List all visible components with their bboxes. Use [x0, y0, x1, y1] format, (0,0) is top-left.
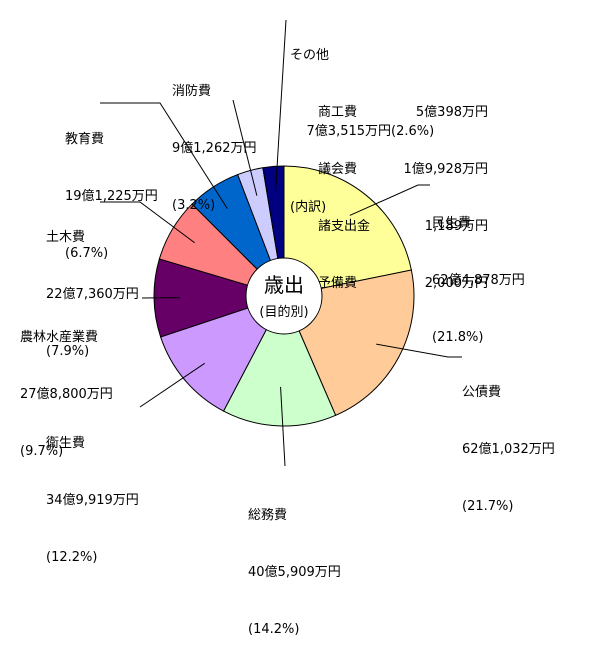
label-amount: 34億9,919万円	[46, 491, 139, 510]
label-name: その他	[290, 46, 434, 65]
label-pct: (3.2%)	[172, 196, 257, 215]
label-kosai: 公債費 62億1,032万円 (21.7%)	[462, 345, 555, 535]
label-pct: (14.2%)	[248, 620, 341, 639]
breakdown-row: 商工費 5億398万円	[318, 103, 488, 122]
breakdown-name: 予備費	[318, 274, 357, 293]
center-subtitle: (目的別)	[259, 304, 308, 320]
label-name: 消防費	[172, 82, 257, 101]
label-amount: 62億4,878万円	[432, 271, 525, 290]
label-name: 教育費	[65, 130, 158, 149]
breakdown-name: 諸支出金	[318, 217, 370, 236]
label-shobo: 消防費 9億1,262万円 (3.2%)	[172, 44, 257, 234]
label-pct: (21.7%)	[462, 497, 555, 516]
label-amount: 9億1,262万円	[172, 139, 257, 158]
label-amount: 62億1,032万円	[462, 440, 555, 459]
label-minsei: 民生費 62億4,878万円 (21.8%)	[432, 176, 525, 366]
label-pct: (21.8%)	[432, 328, 525, 347]
label-name: 土木費	[46, 228, 139, 247]
label-eisei: 衛生費 34億9,919万円 (12.2%)	[46, 396, 139, 586]
breakdown-amount: 5億398万円	[416, 103, 488, 122]
label-name: 衛生費	[46, 434, 139, 453]
label-name: 民生費	[432, 214, 525, 233]
label-name: 総務費	[248, 506, 341, 525]
label-somu: 総務費 40億5,909万円 (14.2%)	[248, 468, 341, 658]
center-title: 歳出	[264, 273, 304, 297]
breakdown-name: 議会費	[318, 160, 357, 179]
label-amount: 40億5,909万円	[248, 563, 341, 582]
label-name: 公債費	[462, 383, 555, 402]
label-name: 農林水産業費	[20, 328, 113, 347]
breakdown-name: 商工費	[318, 103, 357, 122]
label-pct: (12.2%)	[46, 548, 139, 567]
